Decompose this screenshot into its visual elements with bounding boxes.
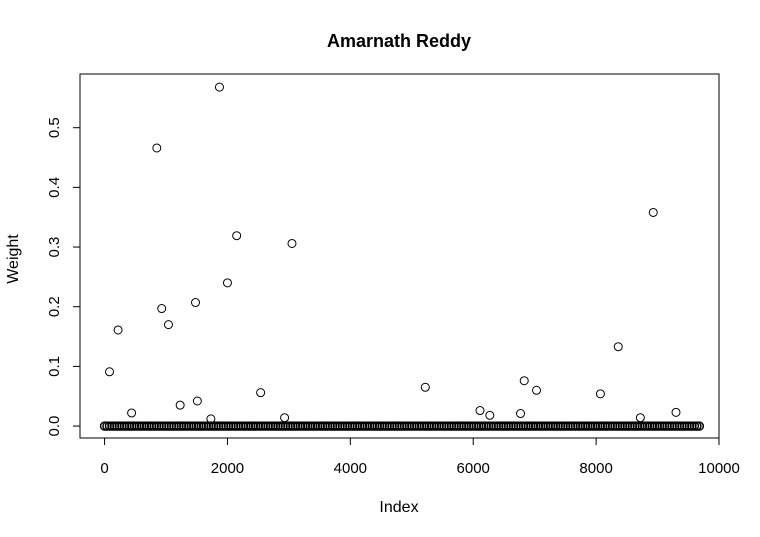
- data-point: [152, 143, 162, 153]
- chart-title: Amarnath Reddy: [327, 31, 471, 51]
- y-tick-label: 0.1: [46, 356, 63, 377]
- data-point: [280, 413, 290, 423]
- data-point: [485, 410, 495, 420]
- x-tick-label: 2000: [211, 460, 244, 477]
- data-point: [104, 367, 114, 377]
- data-point: [206, 414, 216, 424]
- data-point: [635, 413, 645, 423]
- data-point: [595, 389, 605, 399]
- plot-area-frame: [79, 73, 720, 439]
- data-point: [192, 396, 202, 406]
- data-point: [287, 238, 297, 248]
- baseline-point: [694, 421, 705, 431]
- data-point: [175, 400, 185, 410]
- data-point: [671, 407, 681, 417]
- data-point: [475, 406, 485, 416]
- data-point: [420, 382, 430, 392]
- data-point: [532, 385, 542, 395]
- data-points: [104, 82, 681, 424]
- data-point: [232, 231, 242, 241]
- y-tick-label: 0.2: [46, 296, 63, 317]
- x-tick-label: 4000: [334, 460, 367, 477]
- x-axis: 0 2000 4000 6000 8000 10000: [100, 437, 740, 477]
- x-tick-label: 0: [100, 460, 108, 477]
- data-point: [516, 409, 526, 419]
- data-point: [519, 376, 529, 386]
- data-point: [163, 320, 173, 330]
- y-tick-label: 0.5: [46, 117, 63, 138]
- y-tick-label: 0.4: [46, 177, 63, 198]
- data-point: [113, 325, 123, 335]
- data-point: [256, 388, 266, 398]
- data-point: [214, 82, 224, 92]
- y-axis-label: Weight: [5, 234, 22, 284]
- data-point: [127, 408, 137, 418]
- data-point: [222, 278, 232, 288]
- data-point: [613, 342, 623, 352]
- x-axis-label: Index: [379, 499, 418, 516]
- x-tick-label: 10000: [698, 460, 740, 477]
- data-point: [157, 304, 167, 314]
- data-point: [191, 298, 201, 308]
- y-axis: 0.0 0.1 0.2 0.3 0.4 0.5: [46, 117, 81, 437]
- baseline-points: [99, 421, 705, 431]
- y-tick-label: 0.3: [46, 237, 63, 258]
- x-tick-label: 8000: [579, 460, 612, 477]
- data-point: [648, 207, 658, 217]
- y-tick-label: 0.0: [46, 416, 63, 437]
- x-tick-label: 6000: [457, 460, 490, 477]
